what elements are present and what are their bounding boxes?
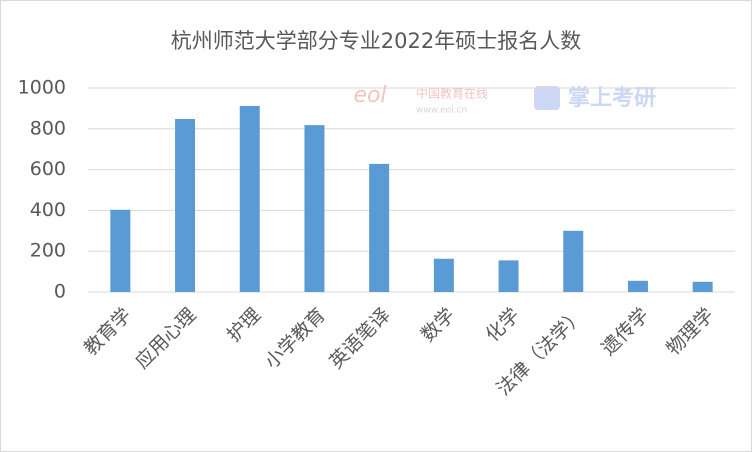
y-tick-label: 0	[54, 281, 66, 303]
bar	[239, 105, 260, 293]
watermark-text: 中国教育在线	[416, 86, 488, 101]
y-tick-label: 800	[30, 117, 66, 139]
bar	[498, 260, 519, 292]
watermark: eol 中国教育在线 www.eol.cn 掌上考研	[353, 83, 656, 116]
watermark-brand: 掌上考研	[568, 86, 656, 111]
y-tick-label: 200	[30, 240, 66, 262]
bar	[627, 280, 648, 292]
y-tick-label: 400	[30, 199, 66, 221]
bar	[433, 258, 454, 292]
chart-title: 杭州师范大学部分专业2022年硕士报名人数	[171, 29, 581, 53]
bar	[692, 281, 713, 292]
bar	[563, 230, 584, 292]
bar	[304, 125, 325, 293]
watermark-url: www.eol.cn	[416, 106, 467, 116]
y-tick-label: 1000	[18, 77, 66, 99]
bar	[175, 119, 196, 293]
bar	[110, 209, 131, 292]
watermark-logo: eol	[353, 83, 386, 108]
watermark-icon	[534, 86, 560, 110]
y-tick-label: 600	[30, 158, 66, 180]
bar	[369, 163, 390, 292]
